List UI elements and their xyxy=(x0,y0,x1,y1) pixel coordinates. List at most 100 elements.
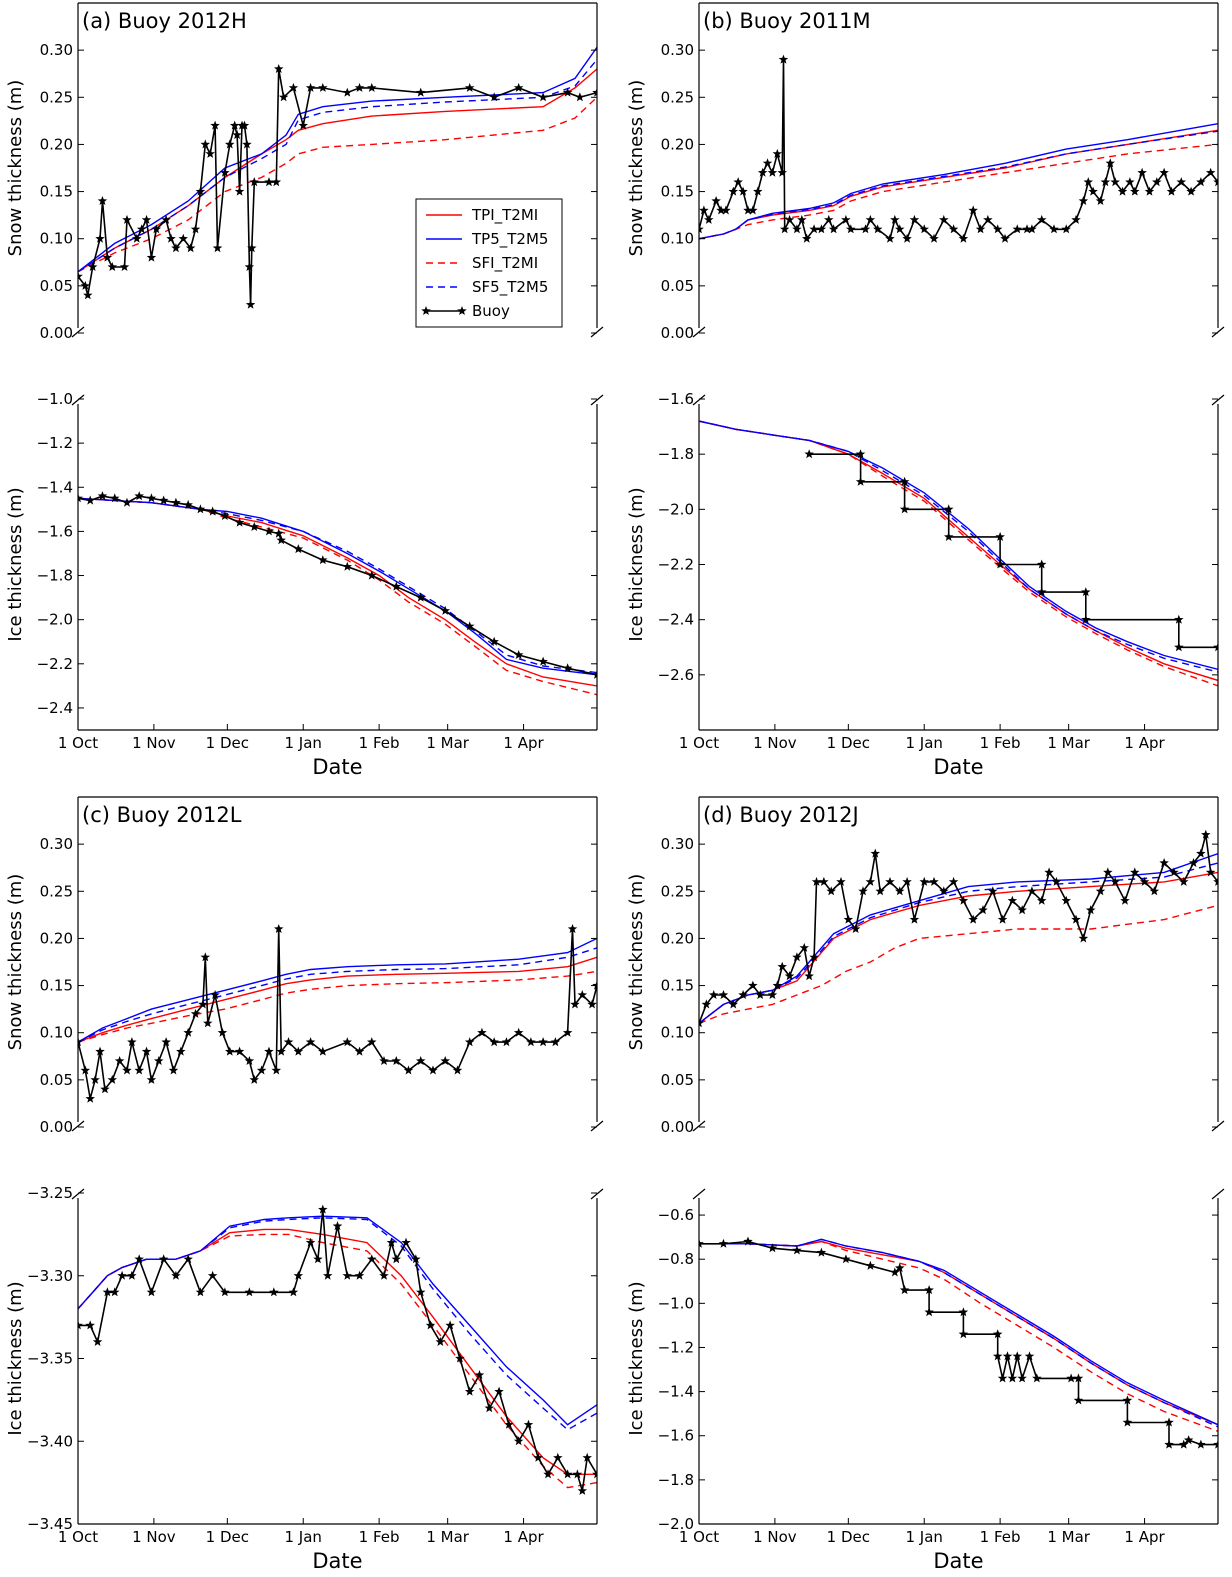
buoy-marker xyxy=(318,555,328,565)
buoy-marker xyxy=(269,1287,279,1297)
buoy-marker xyxy=(367,1254,377,1264)
y-axis-label: Snow thickness (m) xyxy=(5,874,26,1051)
buoy-marker xyxy=(127,1270,137,1280)
legend-label: TPI_T2MI xyxy=(471,206,538,225)
buoy-marker xyxy=(995,559,1005,569)
buoy-marker xyxy=(141,1046,152,1056)
buoy-marker xyxy=(1078,196,1089,205)
series-tpi-t2mi xyxy=(699,129,1218,240)
buoy-marker xyxy=(1164,1439,1174,1449)
buoy-marker xyxy=(728,186,738,196)
buoy-marker xyxy=(1205,167,1216,177)
buoy-marker xyxy=(767,990,778,999)
buoy-marker xyxy=(929,876,939,886)
buoy-marker xyxy=(416,87,426,97)
plot-area xyxy=(78,46,597,309)
buoy-marker xyxy=(288,82,299,92)
buoy-marker xyxy=(501,1037,512,1047)
buoy-marker xyxy=(1083,177,1093,187)
buoy-marker xyxy=(1007,895,1018,905)
buoy-marker xyxy=(205,148,215,158)
buoy-marker xyxy=(855,476,866,486)
y-tick-label: −2.6 xyxy=(658,666,694,684)
buoy-marker xyxy=(464,621,475,631)
buoy-marker xyxy=(401,1237,411,1247)
buoy-marker xyxy=(779,224,790,234)
buoy-marker xyxy=(1078,933,1089,943)
buoy-marker xyxy=(1196,848,1206,858)
y-tick-label: 0.20 xyxy=(661,929,694,947)
axis-break-mark xyxy=(590,326,604,338)
buoy-marker xyxy=(440,1056,450,1065)
buoy-marker xyxy=(1066,1373,1076,1383)
buoy-marker xyxy=(809,952,819,962)
y-tick-label: 0.30 xyxy=(40,41,73,59)
series-tpi-t2mi xyxy=(699,420,1218,682)
buoy-marker xyxy=(232,130,242,139)
buoy-marker xyxy=(1213,642,1218,652)
buoy-marker xyxy=(924,1307,934,1317)
buoy-marker xyxy=(948,224,959,234)
axis-break-mark xyxy=(1211,394,1225,406)
y-tick-label: −0.8 xyxy=(658,1250,694,1268)
y-tick-label: 0.25 xyxy=(661,882,694,900)
buoy-marker xyxy=(577,990,588,999)
buoy-marker xyxy=(274,64,284,73)
buoy-marker xyxy=(1037,587,1047,597)
y-tick-label: 0.30 xyxy=(661,835,694,853)
buoy-marker xyxy=(225,139,235,149)
buoy-marker xyxy=(1122,1395,1133,1405)
panel-title: (d) Buoy 2012J xyxy=(703,803,859,827)
x-tick-label: 1 Oct xyxy=(679,1528,719,1546)
buoy-marker xyxy=(107,262,117,271)
axis-break-mark xyxy=(590,394,604,406)
buoy-marker xyxy=(245,299,256,309)
buoy-marker xyxy=(367,1037,377,1047)
buoy-marker xyxy=(117,1270,127,1280)
x-tick-label: 1 Apr xyxy=(1124,734,1165,752)
buoy-marker xyxy=(276,535,286,545)
buoy-marker xyxy=(416,592,426,602)
series-buoy xyxy=(699,834,1218,1024)
axis-break-mark xyxy=(590,1120,604,1132)
buoy-marker xyxy=(80,1065,91,1075)
buoy-marker xyxy=(855,449,866,459)
series-sfi-t2mi xyxy=(78,96,597,273)
buoy-marker xyxy=(102,1287,113,1297)
axis-break-mark xyxy=(692,1120,706,1132)
buoy-marker xyxy=(161,1037,171,1047)
legend: TPI_T2MI TP5_T2M5 SFI_T2MI SF5_T2M5 Buoy xyxy=(415,198,563,328)
buoy-marker xyxy=(391,1254,401,1264)
buoy-marker xyxy=(1110,177,1120,187)
buoy-marker xyxy=(1103,867,1113,877)
buoy-marker xyxy=(841,1254,851,1264)
buoy-marker xyxy=(220,167,230,177)
buoy-marker xyxy=(200,952,211,962)
y-tick-label: 0.05 xyxy=(40,1071,73,1089)
buoy-marker xyxy=(1174,642,1184,652)
buoy-marker xyxy=(824,214,834,224)
buoy-marker xyxy=(288,1287,299,1297)
buoy-marker xyxy=(1027,886,1037,896)
buoy-marker xyxy=(247,243,257,253)
y-tick-label: −2.0 xyxy=(37,611,73,629)
buoy-marker xyxy=(416,1287,426,1297)
buoy-marker xyxy=(97,491,108,501)
buoy-marker xyxy=(504,1419,514,1429)
buoy-marker xyxy=(1007,1373,1018,1383)
buoy-marker xyxy=(1051,876,1062,886)
buoy-marker xyxy=(513,650,524,659)
buoy-marker xyxy=(784,971,795,981)
buoy-marker xyxy=(342,87,352,97)
buoy-marker xyxy=(220,1287,230,1297)
buoy-marker xyxy=(477,1027,487,1037)
buoy-marker xyxy=(1169,867,1179,877)
buoy-marker xyxy=(1049,224,1059,234)
buoy-marker xyxy=(939,214,949,224)
buoy-marker xyxy=(513,1436,524,1446)
buoy-marker xyxy=(95,1046,105,1056)
panel-c-ice: −3.45 −3.40 −3.35 −3.30 −3.25 1 Oct 1 Nov 1 Dec… xyxy=(5,1184,604,1573)
buoy-marker xyxy=(1061,224,1071,234)
buoy-marker xyxy=(870,848,880,858)
